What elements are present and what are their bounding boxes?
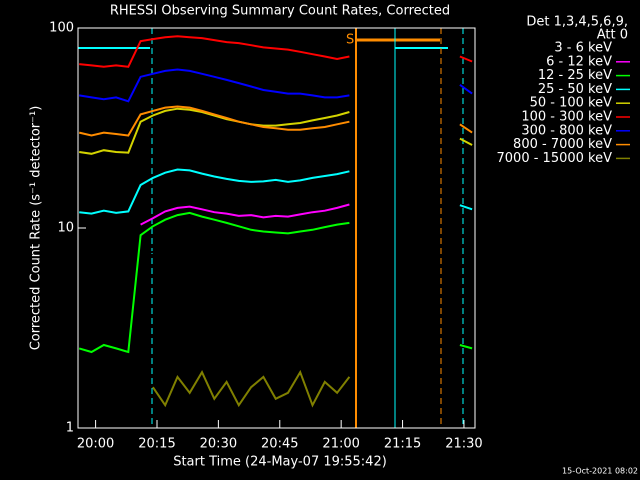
footer: 15-Oct-2021 08:02 [562,467,638,476]
annotation: S [346,33,354,48]
series-line [78,105,473,137]
x-tick-label: 21:15 [384,437,421,452]
legend-label: 800 - 7000 keV [513,137,612,152]
x-tick-label: 21:00 [322,437,359,452]
x-tick-label: 20:15 [138,437,175,452]
x-tick-label: 21:30 [445,437,482,452]
header: Det 1,3,4,5,6,9, [526,15,628,30]
legend-label: 100 - 300 keV [521,110,612,125]
legend-label: 7000 - 15000 keV [497,151,613,166]
legend-label: 3 - 6 keV [554,41,612,56]
series-line [79,107,473,155]
x-axis-label: Start Time (24-May-07 19:55:42) [173,455,387,470]
series-line [79,35,473,68]
header: Att 0 [597,28,628,43]
x-tick-label: 20:00 [77,437,114,452]
x-tick-label: 20:45 [261,437,298,452]
series-line [78,211,473,354]
legend-label: 6 - 12 keV [546,54,612,69]
y-tick-label: 1 [66,421,74,436]
legend-label: 12 - 25 keV [538,68,612,83]
y-tick-label: 10 [57,221,74,236]
legend-label: 50 - 100 keV [530,96,613,111]
x-tick-label: 20:30 [200,437,237,452]
series-line [79,168,473,215]
y-axis-label: Corrected Count Rate (s⁻¹ detector⁻¹) [29,106,44,351]
legend-label: 300 - 800 keV [521,123,612,138]
legend-label: 25 - 50 keV [538,82,612,97]
chart-title: RHESSI Observing Summary Count Rates, Co… [110,4,450,19]
series-line [140,203,350,226]
series-line [79,68,473,103]
series-line [140,233,350,256]
y-tick-label: 100 [49,21,74,36]
series-line [152,369,351,408]
plot-frame [77,27,476,429]
